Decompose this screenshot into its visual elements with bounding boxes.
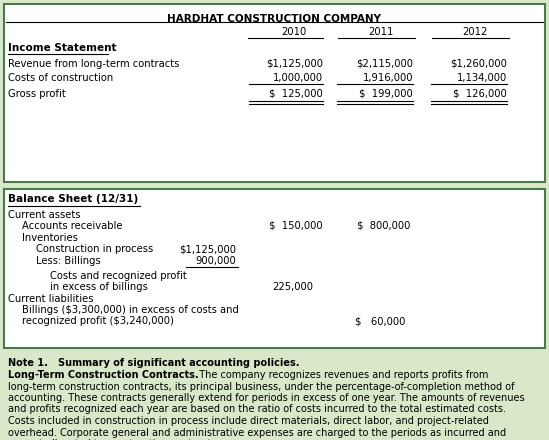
- Text: Inventories: Inventories: [22, 233, 78, 243]
- Text: 1,134,000: 1,134,000: [457, 73, 507, 83]
- Text: Long-Term Construction Contracts.: Long-Term Construction Contracts.: [8, 370, 199, 380]
- Text: $  126,000: $ 126,000: [453, 89, 507, 99]
- Text: 1,916,000: 1,916,000: [362, 73, 413, 83]
- Text: long-term construction contracts, its principal business, under the percentage-o: long-term construction contracts, its pr…: [8, 381, 514, 392]
- Text: Note 1.   Summary of significant accounting policies.: Note 1. Summary of significant accountin…: [8, 358, 300, 368]
- Text: $2,115,000: $2,115,000: [356, 59, 413, 69]
- Text: Accounts receivable: Accounts receivable: [22, 221, 122, 231]
- Text: Income Statement: Income Statement: [8, 43, 116, 53]
- Text: accounting. These contracts generally extend for periods in excess of one year. : accounting. These contracts generally ex…: [8, 393, 525, 403]
- Text: Costs included in construction in process include direct materials, direct labor: Costs included in construction in proces…: [8, 416, 489, 426]
- Text: are not allocated to construction contracts.: are not allocated to construction contra…: [8, 439, 220, 440]
- Text: $  125,000: $ 125,000: [269, 89, 323, 99]
- Text: Costs and recognized profit: Costs and recognized profit: [50, 271, 187, 281]
- Text: Construction in process: Construction in process: [36, 244, 153, 254]
- Text: 2012: 2012: [462, 27, 488, 37]
- Text: 225,000: 225,000: [272, 282, 313, 292]
- Text: Revenue from long-term contracts: Revenue from long-term contracts: [8, 59, 180, 69]
- Text: 1,000,000: 1,000,000: [273, 73, 323, 83]
- Text: Costs of construction: Costs of construction: [8, 73, 113, 83]
- Text: $  199,000: $ 199,000: [359, 89, 413, 99]
- Text: 2011: 2011: [368, 27, 394, 37]
- Text: The company recognizes revenues and reports profits from: The company recognizes revenues and repo…: [193, 370, 489, 380]
- Text: $1,260,000: $1,260,000: [450, 59, 507, 69]
- Text: 900,000: 900,000: [195, 256, 236, 266]
- Text: Balance Sheet (12/31): Balance Sheet (12/31): [8, 194, 138, 204]
- Text: $   60,000: $ 60,000: [355, 316, 405, 326]
- Text: 2010: 2010: [282, 27, 307, 37]
- Text: and profits recognized each year are based on the ratio of costs incurred to the: and profits recognized each year are bas…: [8, 404, 506, 414]
- Text: in excess of billings: in excess of billings: [50, 282, 148, 292]
- Text: HARDHAT CONSTRUCTION COMPANY: HARDHAT CONSTRUCTION COMPANY: [167, 14, 381, 24]
- Text: recognized profit ($3,240,000): recognized profit ($3,240,000): [22, 316, 174, 326]
- Text: overhead. Corporate general and administrative expenses are charged to the perio: overhead. Corporate general and administ…: [8, 428, 506, 437]
- Text: Current liabilities: Current liabilities: [8, 294, 93, 304]
- Text: $  800,000: $ 800,000: [357, 221, 410, 231]
- Text: $1,125,000: $1,125,000: [179, 244, 236, 254]
- Bar: [4, 189, 545, 348]
- Text: Current assets: Current assets: [8, 210, 81, 220]
- Bar: [4, 4, 545, 182]
- Text: $1,125,000: $1,125,000: [266, 59, 323, 69]
- Text: Gross profit: Gross profit: [8, 89, 66, 99]
- Text: Less: Billings: Less: Billings: [36, 256, 101, 266]
- Text: $  150,000: $ 150,000: [270, 221, 323, 231]
- Text: Billings ($3,300,000) in excess of costs and: Billings ($3,300,000) in excess of costs…: [22, 305, 239, 315]
